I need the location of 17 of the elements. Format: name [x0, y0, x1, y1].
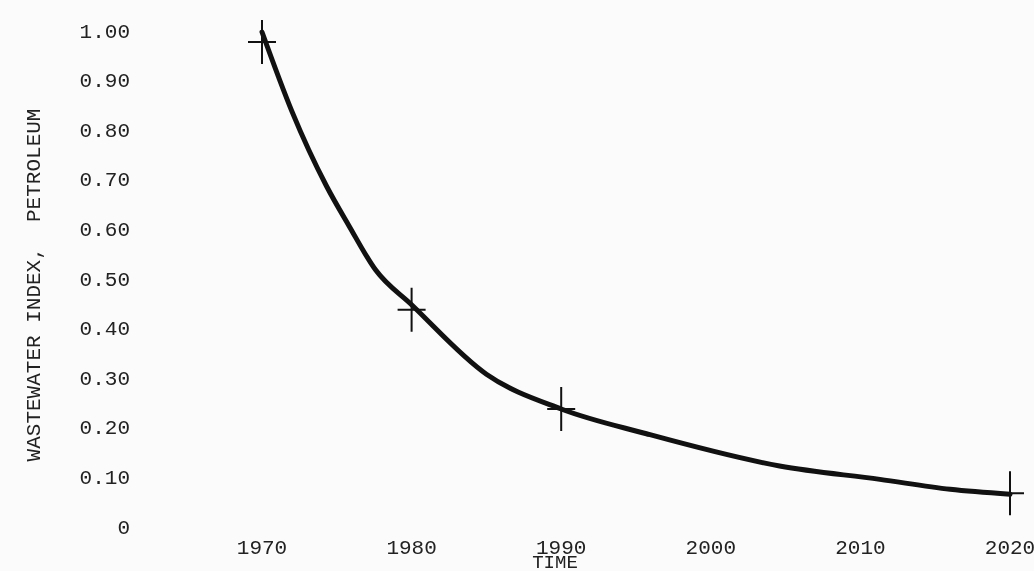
y-tick-label: 0.30: [79, 367, 130, 391]
y-tick-label: 0.90: [79, 70, 130, 94]
y-tick-label: 0.80: [79, 119, 130, 143]
y-tick-label: 0.10: [79, 466, 130, 490]
x-tick-label: 1980: [386, 537, 437, 560]
x-tick-label: 2000: [685, 537, 737, 560]
y-tick-label: 0.70: [79, 169, 130, 193]
y-tick-label: 0.20: [79, 417, 130, 441]
y-tick-label: 0: [117, 516, 130, 540]
x-tick-label: 2010: [835, 537, 886, 560]
y-axis-title: WASTEWATER INDEX, PETROLEUM: [23, 108, 46, 462]
y-tick-label: 0.40: [79, 318, 130, 342]
y-tick-label: 1.00: [79, 20, 130, 44]
x-tick-label: 1970: [236, 537, 288, 560]
y-tick-label: 0.60: [79, 218, 130, 242]
x-tick-label: 2020: [984, 537, 1034, 560]
y-tick-label: 0.50: [79, 268, 130, 292]
